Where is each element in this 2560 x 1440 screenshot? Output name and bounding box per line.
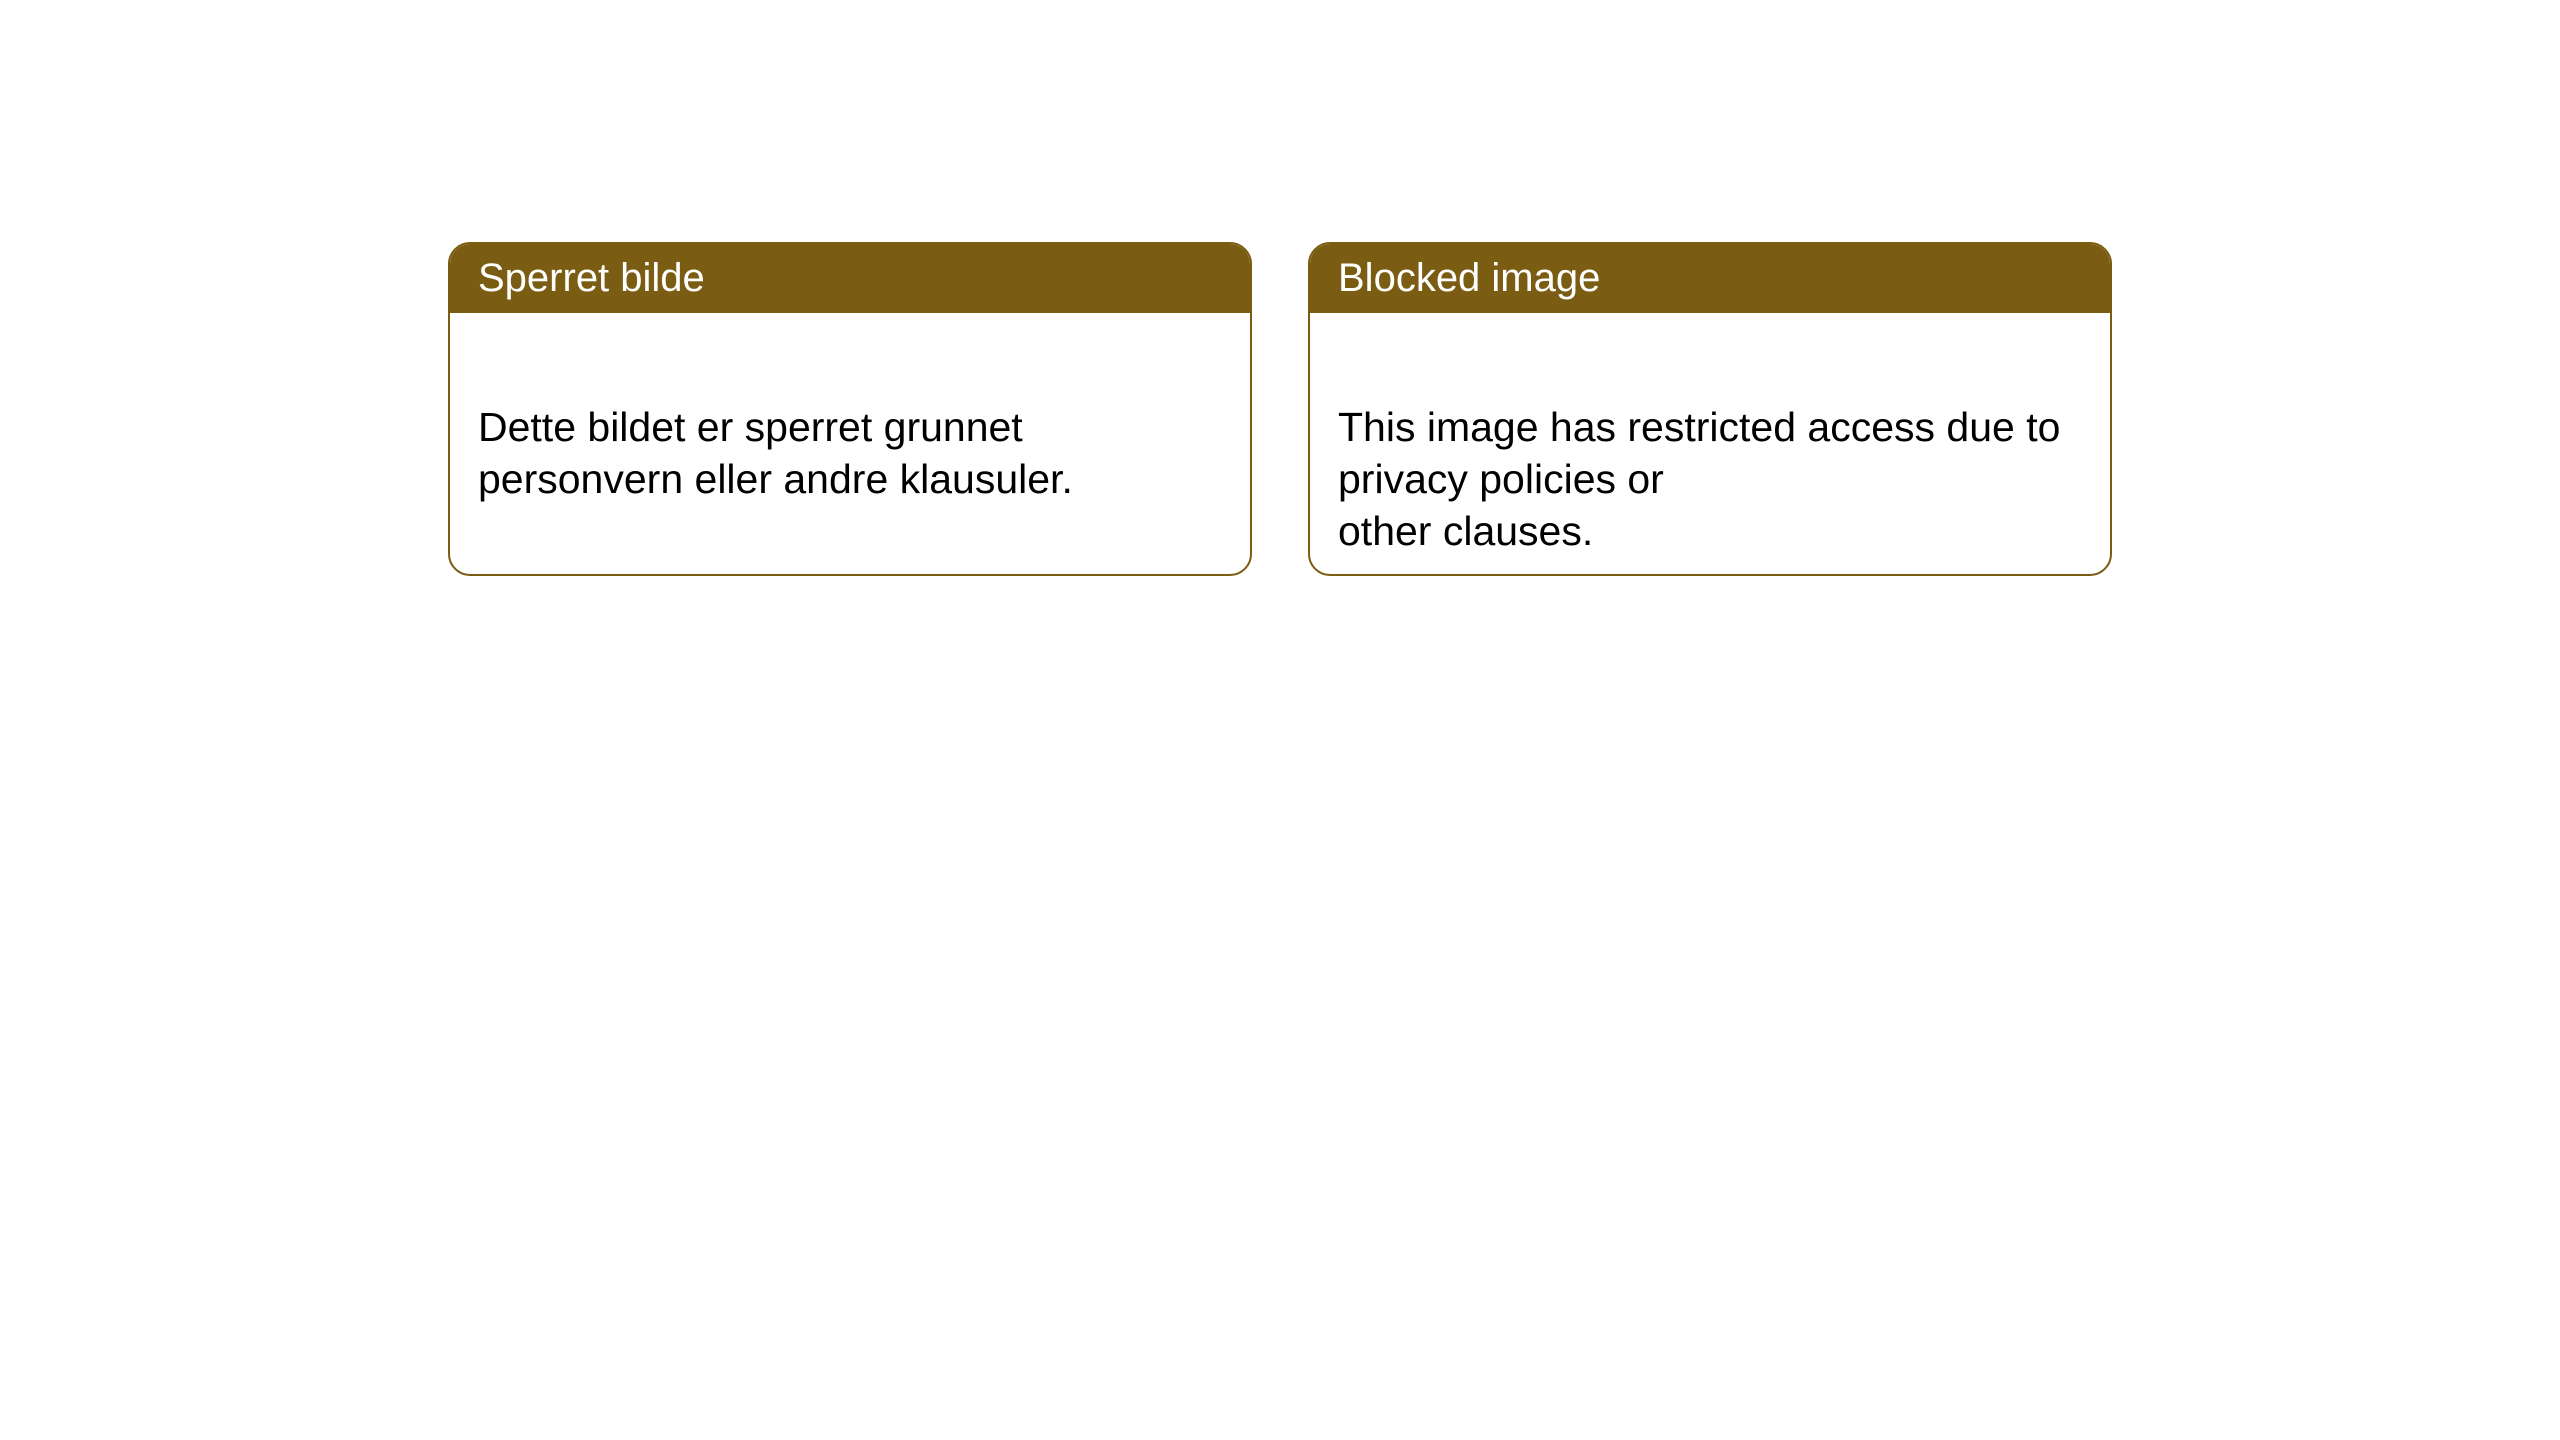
card-header: Sperret bilde	[450, 244, 1250, 313]
blocked-image-card-no: Sperret bilde Dette bildet er sperret gr…	[448, 242, 1252, 576]
card-body-text: Dette bildet er sperret grunnet personve…	[478, 404, 1073, 502]
card-header: Blocked image	[1310, 244, 2110, 313]
notice-container: Sperret bilde Dette bildet er sperret gr…	[0, 0, 2560, 576]
card-title: Blocked image	[1338, 256, 1600, 300]
blocked-image-card-en: Blocked image This image has restricted …	[1308, 242, 2112, 576]
card-title: Sperret bilde	[478, 256, 705, 300]
card-body: Dette bildet er sperret grunnet personve…	[450, 313, 1250, 541]
card-body: This image has restricted access due to …	[1310, 313, 2110, 576]
card-body-text: This image has restricted access due to …	[1338, 404, 2060, 554]
